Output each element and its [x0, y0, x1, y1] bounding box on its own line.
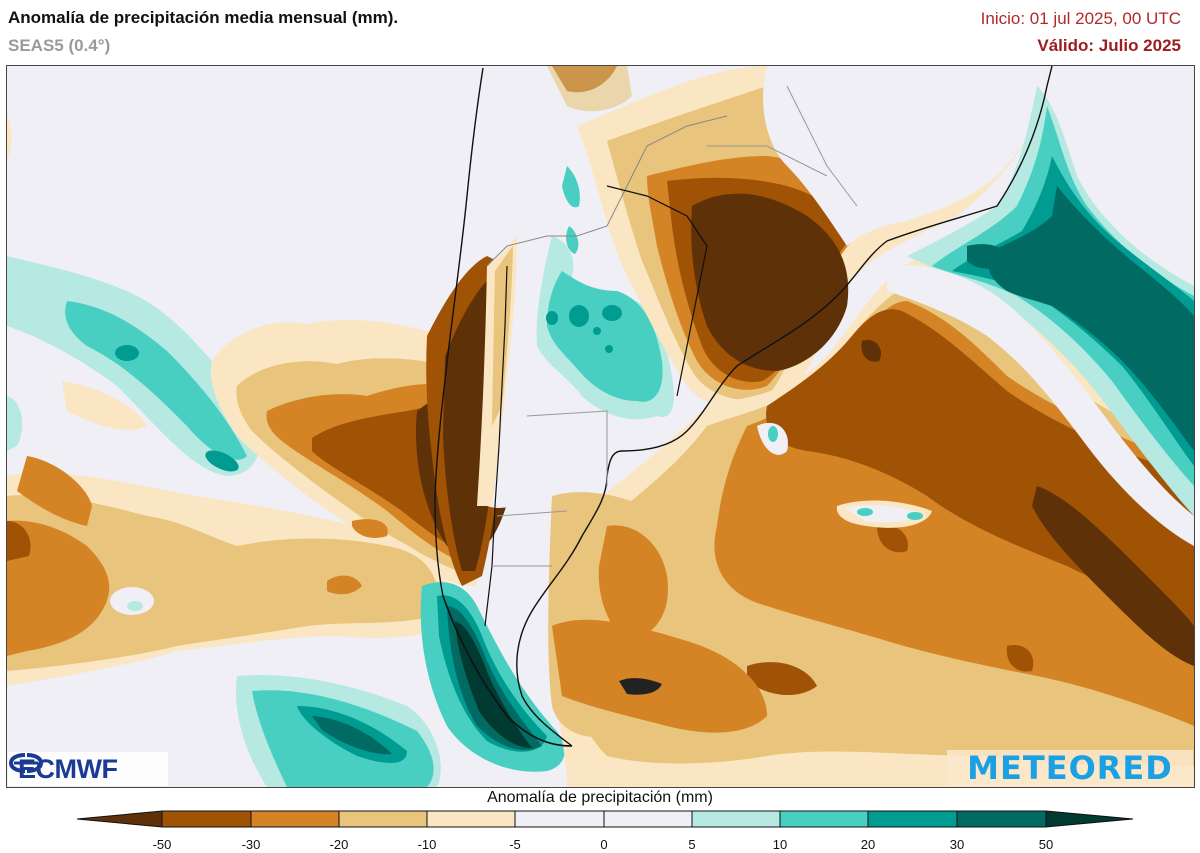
- ecmwf-logo: ECMWF: [8, 752, 168, 786]
- colorbar: -50 -30 -20 -10 -5 0 5 10 20 30 50: [0, 805, 1200, 853]
- init-date: Inicio: 01 jul 2025, 00 UTC: [980, 9, 1181, 28]
- colorbar-tick: -5: [509, 837, 521, 852]
- colorbar-tick: -10: [417, 837, 437, 852]
- colorbar-tick: 0: [600, 837, 608, 852]
- valid-period: Válido: Julio 2025: [1037, 36, 1181, 55]
- colorbar-tick: 20: [860, 837, 876, 852]
- colorbar-title: Anomalía de precipitación (mm): [487, 789, 713, 806]
- colorbar-tick: 50: [1038, 837, 1054, 852]
- map-title: Anomalía de precipitación media mensual …: [8, 8, 399, 27]
- colorbar-tick: -50: [152, 837, 172, 852]
- colorbar-tick: 10: [772, 837, 788, 852]
- colorbar-tick: -30: [241, 837, 261, 852]
- meteored-logo-text: METEORED: [967, 749, 1173, 787]
- meteored-logo: METEORED: [947, 749, 1193, 787]
- model-subtitle: SEAS5 (0.4°): [8, 36, 111, 55]
- colorbar-tick: -20: [329, 837, 349, 852]
- colorbar-tick: 30: [949, 837, 965, 852]
- colorbar-tick: 5: [688, 837, 696, 852]
- ecmwf-swirl-icon: [8, 753, 44, 773]
- anomaly-map: ECMWF METEORED: [6, 65, 1195, 788]
- anomaly-field: [7, 66, 1194, 787]
- colorbar-swatches: [76, 810, 1134, 828]
